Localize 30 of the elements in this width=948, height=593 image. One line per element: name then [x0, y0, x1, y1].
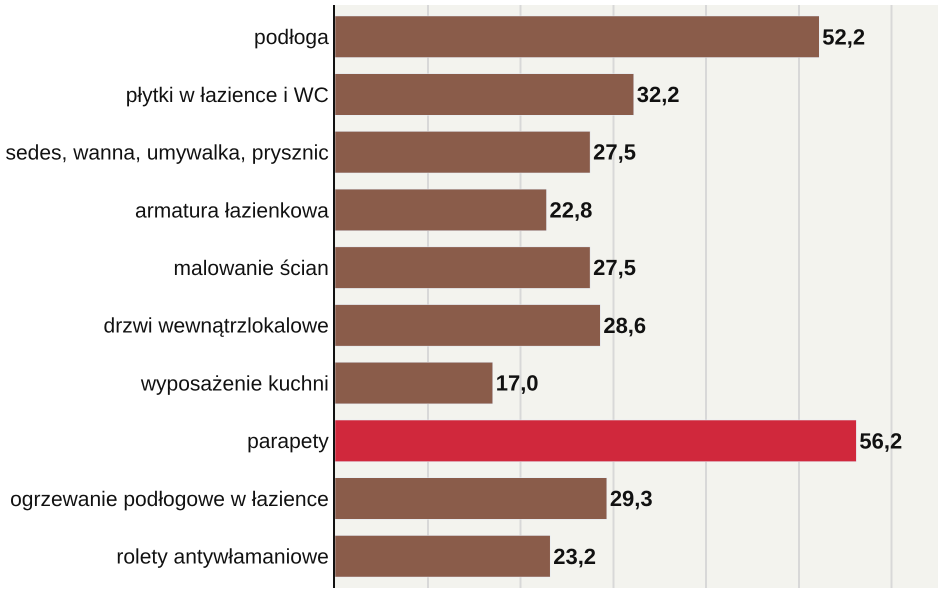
y-tick-label: sedes, wanna, umywalka, prysznic — [5, 142, 329, 165]
data-label: 27,5 — [593, 140, 636, 165]
y-tick-label: armatura łazienkowa — [135, 199, 330, 222]
y-tick-label: malowanie ścian — [174, 256, 329, 280]
bar — [335, 188, 547, 231]
y-tick-label: płytki w łazience i WC — [126, 84, 329, 107]
data-label: 28,6 — [603, 312, 646, 338]
data-label: 27,5 — [593, 255, 636, 280]
bar — [335, 535, 550, 578]
data-label: 23,2 — [553, 544, 596, 569]
y-tick-label: rolety antywłamaniowe — [116, 546, 329, 569]
bar — [335, 16, 820, 58]
bar — [335, 420, 857, 462]
data-label: 52,2 — [822, 24, 866, 50]
y-tick-label: parapety — [247, 430, 330, 454]
data-label: 56,2 — [859, 428, 902, 454]
y-tick-label: wyposażenie kuchni — [140, 372, 329, 396]
data-label: 29,3 — [610, 486, 653, 512]
data-label: 32,2 — [636, 82, 680, 107]
bar — [335, 246, 590, 289]
y-tick-label: ogrzewanie podłogowe w łazience — [10, 488, 329, 511]
bar — [335, 131, 590, 174]
y-tick-label: podłoga — [254, 26, 330, 50]
data-label: 17,0 — [496, 370, 539, 396]
data-label: 22,8 — [550, 197, 592, 222]
bar — [335, 73, 634, 116]
bar — [335, 478, 608, 520]
y-tick-label: drzwi wewnątrzlokalowe — [104, 314, 329, 338]
bar — [335, 304, 601, 346]
bar — [335, 362, 493, 404]
